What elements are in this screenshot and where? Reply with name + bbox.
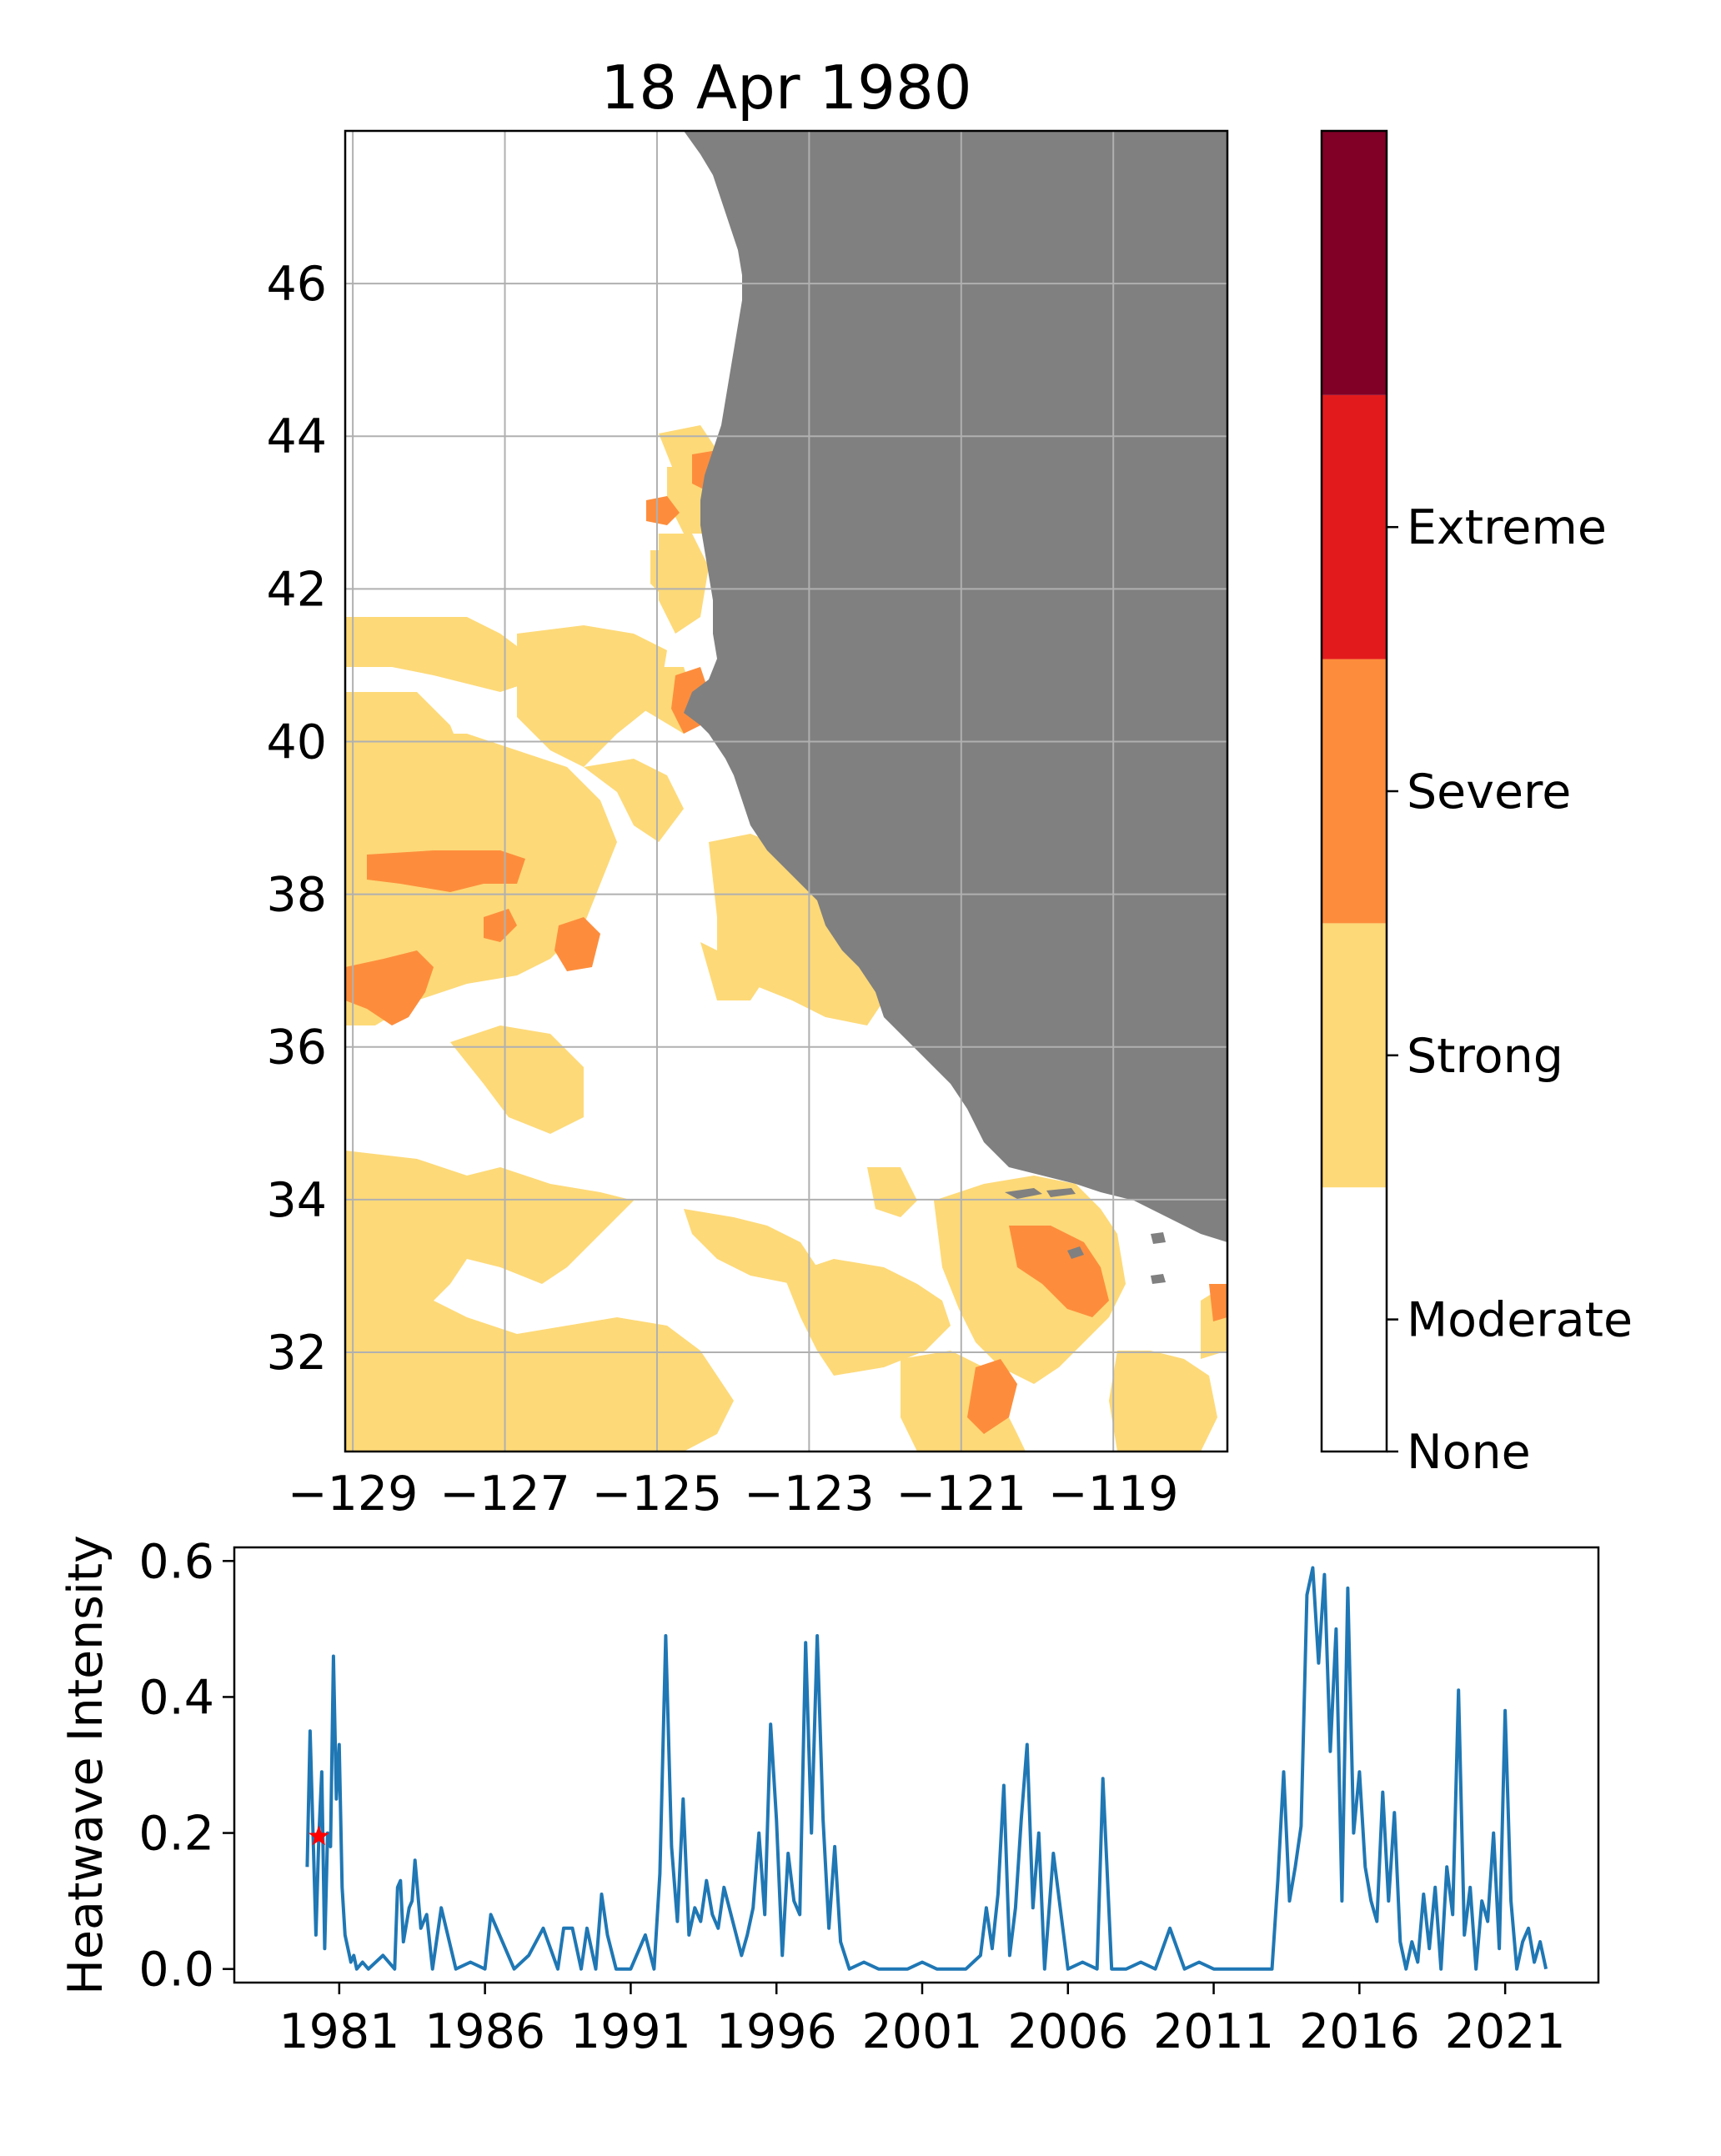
moderate-region [584, 759, 684, 842]
x-tick-label: 1981 [278, 2004, 399, 2059]
map-latitude-ticks: 46 44 42 40 38 36 34 32 [266, 257, 327, 1381]
x-tick-label: 2001 [861, 2004, 982, 2059]
map-longitude-ticks: −129 −127 −125 −123 −121 −119 [288, 1467, 1179, 1522]
intensity-line [305, 1566, 1548, 1971]
heatwave-map [345, 131, 1227, 1452]
x-tick-label: 2021 [1445, 2004, 1566, 2059]
x-axis-ticks: 1981 1986 1991 1996 2001 2006 2011 2016 2021 [278, 1983, 1566, 2059]
y-tick-label: 0.4 [138, 1670, 214, 1725]
moderate-region [345, 617, 550, 692]
moderate-region [450, 1025, 584, 1134]
x-tick-label: 1991 [570, 2004, 691, 2059]
latitude-tick-label: 38 [266, 868, 327, 923]
y-tick-label: 0.2 [138, 1807, 214, 1862]
colorbar-label: Extreme [1407, 500, 1607, 555]
y-axis-label: Heatwave Intensity [58, 1535, 113, 1995]
latitude-tick-label: 32 [266, 1326, 327, 1381]
strong-region [1009, 1226, 1109, 1317]
colorbar-segment [1322, 659, 1387, 924]
island [1005, 1188, 1042, 1199]
y-axis-ticks: 0.0 0.2 0.4 0.6 [138, 1534, 234, 1998]
x-tick-label: 1996 [716, 2004, 837, 2059]
strong-region [484, 909, 517, 942]
longitude-tick-label: −127 [439, 1467, 570, 1522]
latitude-tick-label: 40 [266, 714, 327, 770]
colorbar-label: Moderate [1407, 1293, 1633, 1348]
map-frame [344, 129, 1229, 1453]
moderate-region [700, 942, 767, 1000]
moderate-region [867, 1167, 917, 1217]
x-tick-label: 2011 [1153, 2004, 1274, 2059]
longitude-tick-label: −123 [744, 1467, 875, 1522]
colorbar-label: Severe [1407, 765, 1571, 820]
latitude-tick-label: 34 [266, 1173, 327, 1228]
longitude-tick-label: −119 [1048, 1467, 1179, 1522]
latitude-tick-label: 42 [266, 562, 327, 617]
intensity-timeseries: 1981 1986 1991 1996 2001 2006 2011 2016 2021 0.0… [58, 1534, 1600, 2059]
island [1151, 1232, 1166, 1244]
line-series [305, 1566, 1548, 1971]
colorbar-segment [1322, 923, 1387, 1188]
latitude-tick-label: 46 [266, 257, 327, 312]
x-tick-label: 2006 [1007, 2004, 1128, 2059]
y-tick-label: 0.0 [138, 1943, 214, 1998]
moderate-region [650, 550, 692, 600]
strong-region [367, 850, 525, 892]
land-mass [684, 131, 1227, 1242]
y-tick-label: 0.6 [138, 1534, 214, 1589]
x-tick-label: 1986 [424, 2004, 545, 2059]
moderate-region [934, 1176, 1126, 1384]
island [1046, 1188, 1076, 1197]
heatwave-category-field [345, 425, 1227, 1452]
moderate-region [675, 484, 709, 534]
map-gridlines [345, 131, 1227, 1452]
moderate-region [1109, 1351, 1217, 1452]
colorbar-segment [1322, 1187, 1387, 1452]
current-date-marker [309, 1825, 329, 1846]
longitude-tick-label: −125 [592, 1467, 723, 1522]
colorbar-label: None [1407, 1425, 1531, 1480]
moderate-region [517, 625, 667, 767]
latitude-tick-label: 36 [266, 1020, 327, 1075]
island [1151, 1274, 1166, 1284]
x-tick-label: 2016 [1299, 2004, 1420, 2059]
colorbar-segment [1322, 394, 1387, 659]
moderate-region [345, 1151, 734, 1452]
longitude-tick-label: −121 [896, 1467, 1026, 1522]
moderate-region [684, 1209, 817, 1284]
map-title: 18 Apr 1980 [600, 53, 971, 123]
plot-frame [233, 1546, 1600, 1984]
latitude-tick-label: 44 [266, 409, 327, 464]
strong-region [1209, 1284, 1227, 1321]
colorbar: None Moderate Strong Severe Extreme [1320, 129, 1633, 1480]
colorbar-segment [1322, 131, 1387, 395]
strong-region [646, 496, 680, 525]
colorbar-label: Strong [1407, 1029, 1563, 1084]
strong-region [554, 917, 600, 971]
island [1067, 1246, 1084, 1259]
moderate-region [784, 1259, 951, 1376]
strong-region [967, 1359, 1017, 1434]
strong-region [345, 950, 434, 1025]
longitude-tick-label: −129 [288, 1467, 419, 1522]
